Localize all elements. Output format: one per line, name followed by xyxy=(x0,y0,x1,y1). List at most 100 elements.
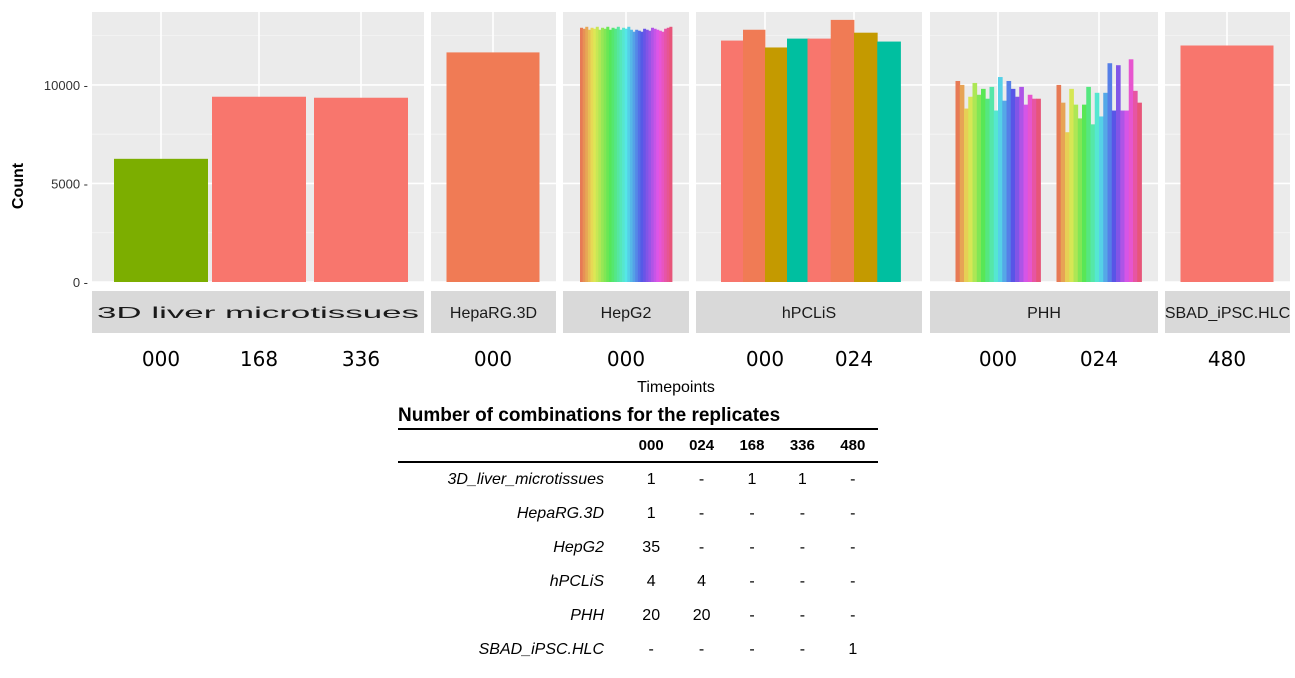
row-name: PHH xyxy=(570,607,604,624)
bar xyxy=(664,28,668,282)
bar xyxy=(964,108,969,282)
bar xyxy=(669,26,673,283)
bar xyxy=(1180,45,1274,282)
facet-panel: 480 SBAD_iPSC.HLC xyxy=(1165,12,1290,371)
bar xyxy=(640,31,644,283)
bar xyxy=(632,31,636,283)
bar xyxy=(1060,102,1066,282)
table-row: 3D_liver_microtissues 1 - 1 1 - xyxy=(398,462,878,497)
bar xyxy=(593,28,597,282)
bar xyxy=(114,158,208,282)
bar xyxy=(1111,110,1117,282)
bar xyxy=(1019,86,1024,282)
x-tick-label: 336 xyxy=(342,347,380,371)
table-cell: 4 xyxy=(697,573,707,590)
table-cell: 1 xyxy=(646,505,656,522)
bar xyxy=(446,52,540,283)
row-name: SBAD_iPSC.HLC xyxy=(478,641,604,658)
facet-panel: 000 HepG2 xyxy=(563,12,689,371)
bar xyxy=(611,27,615,282)
table-cell: 20 xyxy=(642,607,661,624)
bar xyxy=(653,28,657,282)
table-cell: 1 xyxy=(848,641,858,658)
row-name: 3D_liver_microtissues xyxy=(447,471,605,488)
bar xyxy=(1086,86,1091,282)
bar xyxy=(1082,104,1087,282)
bar xyxy=(635,29,639,282)
x-tick-label: 000 xyxy=(607,347,645,371)
table-row: HepaRG.3D 1 - - - - xyxy=(398,497,878,531)
table-header-row: 000 024 168 336 480 xyxy=(398,429,878,462)
table-cell: - xyxy=(698,471,705,488)
bar xyxy=(582,28,586,282)
facet-strip xyxy=(930,291,1158,333)
bar xyxy=(1056,84,1062,282)
bar xyxy=(606,26,610,283)
bar xyxy=(976,94,982,283)
combinations-table: Number of combinations for the replicate… xyxy=(398,404,878,667)
bar xyxy=(587,29,591,282)
row-name: HepG2 xyxy=(553,539,604,556)
bar xyxy=(598,29,602,282)
y-tick-label: 5000 - xyxy=(51,176,88,191)
bar xyxy=(585,26,589,283)
bar xyxy=(955,80,961,282)
bar xyxy=(645,29,649,282)
table-cell: - xyxy=(749,641,755,658)
table-cell: - xyxy=(799,505,806,522)
bar xyxy=(637,30,641,282)
bar xyxy=(993,110,999,282)
row-name: hPCLiS xyxy=(549,573,604,590)
facet-strip-label: HepaRG.3D xyxy=(450,305,537,322)
bar xyxy=(877,41,901,283)
facet-strip-label: HepG2 xyxy=(601,305,652,322)
facet-strip xyxy=(92,291,424,333)
column-header: 000 xyxy=(638,437,664,454)
table-cell: - xyxy=(698,539,705,556)
table-cell: - xyxy=(850,505,856,522)
bar xyxy=(580,27,584,282)
bar xyxy=(1107,63,1113,282)
table-row: PHH 20 20 - - - xyxy=(398,599,878,633)
bar xyxy=(721,40,744,282)
x-axis-title: Timepoints xyxy=(637,379,715,396)
bar xyxy=(1120,110,1125,282)
bar xyxy=(1010,88,1016,282)
table-cell: - xyxy=(850,539,856,556)
table-cell: - xyxy=(749,607,755,624)
bar xyxy=(1073,104,1079,282)
column-header: 168 xyxy=(739,437,765,454)
table-cell: 1 xyxy=(747,471,757,488)
table-cell: - xyxy=(799,573,806,590)
facet-strip-label: SBAD_iPSC.HLC xyxy=(1165,305,1290,322)
bar xyxy=(661,31,665,283)
panels-layer: 000 168 336 3D liver microtissues 000 HepaRG.… xyxy=(92,12,1290,371)
facet-panel: 000 024 hPCLiS xyxy=(696,12,922,371)
bar xyxy=(787,38,810,282)
table-cell: - xyxy=(648,641,654,658)
bar xyxy=(830,19,855,282)
x-tick-label: 000 xyxy=(979,347,1017,371)
y-axis: 0 - 5000 - 10000 - xyxy=(44,78,88,290)
bar xyxy=(1133,90,1138,282)
table-cell: - xyxy=(698,505,705,522)
y-tick-label: 0 - xyxy=(73,275,88,290)
bar xyxy=(622,27,626,282)
bar xyxy=(981,88,986,282)
bar xyxy=(1032,98,1037,282)
table-row: HepG2 35 - - - - xyxy=(398,531,878,565)
facet-strip xyxy=(563,291,689,333)
table-cell: - xyxy=(799,539,806,556)
table-cell: 4 xyxy=(646,573,656,590)
table-cell: 20 xyxy=(692,607,711,624)
bar xyxy=(985,98,990,282)
row-name: HepaRG.3D xyxy=(516,505,604,522)
bar xyxy=(998,77,1003,282)
facet-strip xyxy=(1165,291,1290,333)
table-cell: - xyxy=(799,607,806,624)
table-cell: 35 xyxy=(642,539,661,556)
table-row: SBAD_iPSC.HLC - - - - 1 xyxy=(398,633,878,667)
table-title: Number of combinations for the replicate… xyxy=(398,405,781,426)
table-cell: - xyxy=(799,641,806,658)
table-cell: - xyxy=(749,505,755,522)
